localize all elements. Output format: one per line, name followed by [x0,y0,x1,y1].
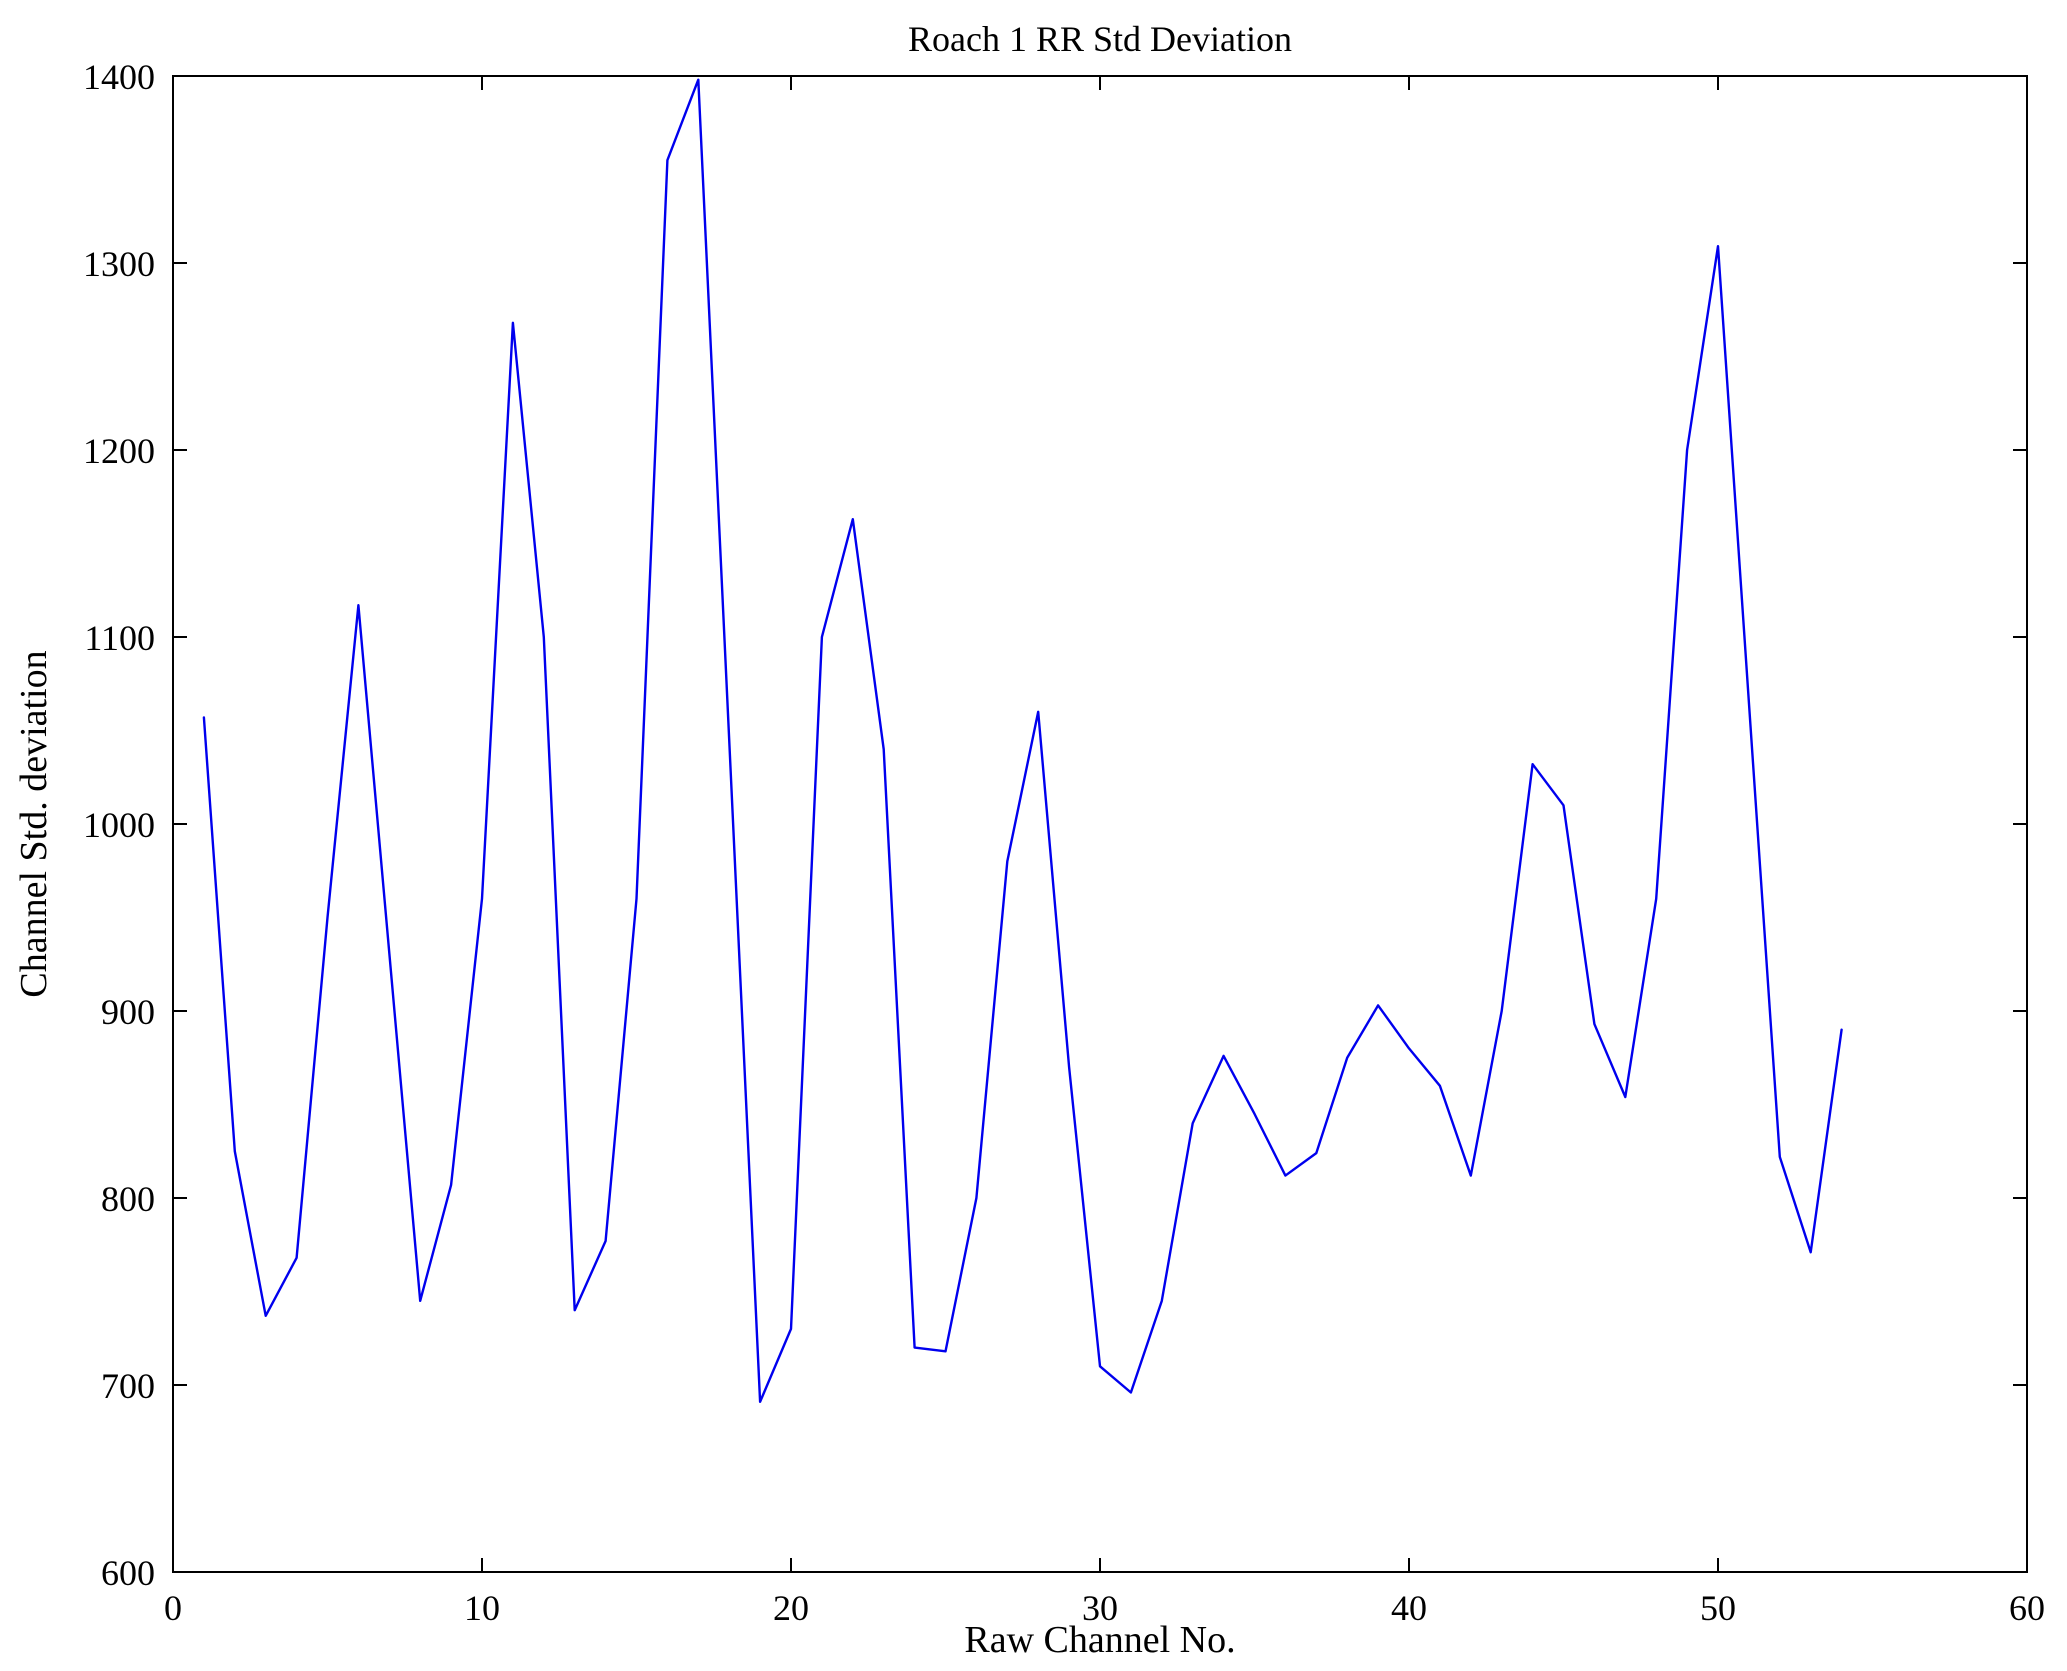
x-tick-label: 60 [2009,1588,2045,1628]
chart-title: Roach 1 RR Std Deviation [908,19,1292,59]
x-axis-label: Raw Channel No. [964,1619,1236,1661]
x-tick-label: 0 [164,1588,182,1628]
x-tick-label: 30 [1082,1588,1118,1628]
x-tick-label: 20 [773,1588,809,1628]
x-tick-label: 40 [1391,1588,1427,1628]
y-tick-label: 1200 [83,431,155,471]
y-tick-label: 1300 [83,244,155,284]
y-tick-label: 1000 [83,805,155,845]
plot-box [172,75,2028,1573]
y-tick-label: 800 [101,1179,155,1219]
y-tick-label: 1100 [84,618,155,658]
data-line [202,78,1843,1404]
x-tick-label: 50 [1700,1588,1736,1628]
y-tick-label: 600 [101,1553,155,1593]
y-tick-label: 700 [101,1366,155,1406]
y-tick-label: 900 [101,992,155,1032]
y-tick-label: 1400 [83,57,155,97]
x-tick-label: 10 [464,1588,500,1628]
y-axis-label: Channel Std. deviation [13,650,55,998]
